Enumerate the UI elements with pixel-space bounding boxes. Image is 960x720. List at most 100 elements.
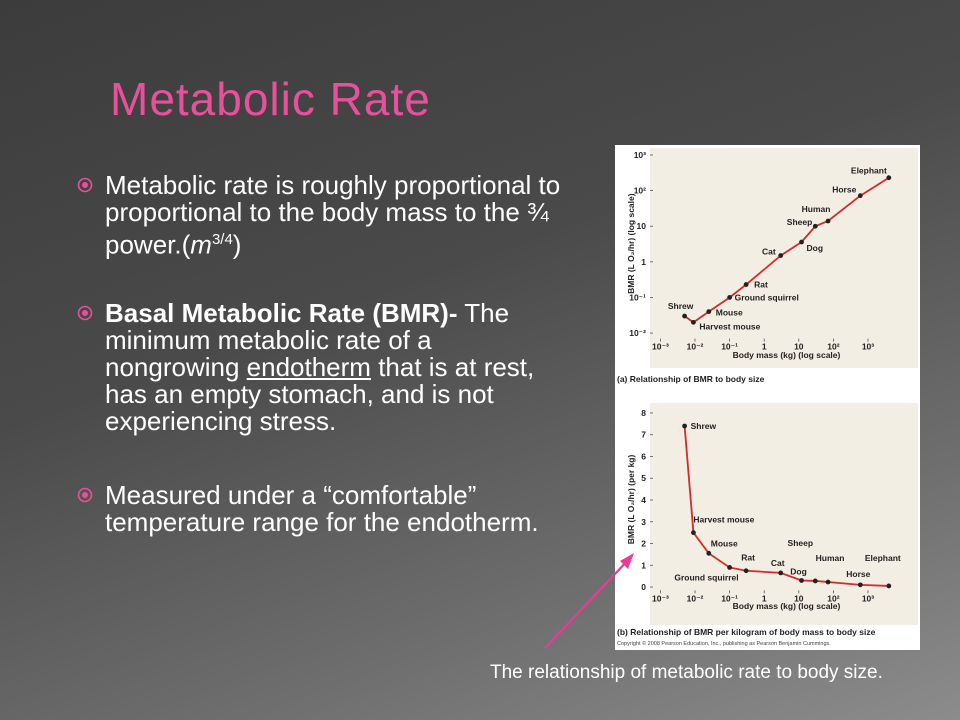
point-label: Rat bbox=[754, 280, 768, 290]
point-label: Shrew bbox=[691, 421, 717, 431]
point-label: Ground squirrel bbox=[674, 572, 738, 582]
x-tick-label: 10⁻³ bbox=[652, 342, 669, 352]
copyright: Copyright © 2008 Pearson Education, Inc.… bbox=[617, 640, 831, 647]
point-label: Sheep bbox=[788, 538, 814, 548]
y-tick-label: 10³ bbox=[634, 150, 646, 160]
bullet: Basal Metabolic Rate (BMR)- The minimum … bbox=[77, 298, 565, 436]
data-point bbox=[743, 568, 749, 574]
point-label: Human bbox=[802, 204, 831, 214]
point-label: Mouse bbox=[716, 308, 743, 318]
x-tick-label: 10 bbox=[794, 593, 804, 603]
data-point bbox=[812, 578, 818, 584]
x-tick-label: 10² bbox=[827, 593, 839, 603]
formula-base: m bbox=[190, 229, 212, 260]
data-point bbox=[682, 423, 687, 429]
point-label: Human bbox=[816, 553, 845, 563]
data-point bbox=[778, 253, 784, 258]
formula-exponent: 3/4 bbox=[211, 231, 233, 248]
panel-background bbox=[650, 148, 918, 368]
data-point bbox=[706, 309, 712, 315]
panel-background bbox=[650, 403, 918, 625]
y-tick-label: 3 bbox=[641, 517, 646, 527]
y-tick-label: 1 bbox=[641, 257, 646, 267]
point-label: Harvest mouse bbox=[699, 321, 760, 331]
x-tick-label: 10 bbox=[794, 342, 804, 352]
y-axis-label: BMR (L O₂/hr) (log scale) bbox=[626, 193, 636, 294]
data-point bbox=[691, 530, 696, 536]
data-point bbox=[778, 570, 784, 576]
x-tick-label: 1 bbox=[762, 342, 767, 352]
point-label: Elephant bbox=[865, 553, 901, 563]
data-point bbox=[706, 550, 712, 556]
data-point bbox=[727, 565, 733, 570]
y-axis-label: BMR (L O₂/hr) (per kg) bbox=[626, 455, 636, 545]
bullet-text: ) bbox=[232, 229, 242, 260]
data-point bbox=[682, 313, 687, 319]
y-tick-label: 10⁻¹ bbox=[629, 292, 646, 302]
slide-title: Metabolic Rate bbox=[110, 73, 431, 125]
x-axis-label: Body mass (kg) (log scale) bbox=[733, 601, 841, 611]
x-tick-label: 10² bbox=[827, 342, 839, 352]
x-tick-label: 10⁻¹ bbox=[721, 593, 738, 603]
data-point bbox=[886, 175, 892, 181]
data-point bbox=[825, 579, 831, 585]
y-tick-label: 4 bbox=[641, 495, 646, 505]
y-tick-label: 10⁻² bbox=[629, 328, 646, 338]
y-tick-label: 6 bbox=[641, 451, 646, 461]
y-tick-label: 7 bbox=[641, 430, 646, 440]
bullet-icon bbox=[77, 487, 93, 503]
bullet-icon bbox=[77, 177, 93, 193]
point-label: Shrew bbox=[668, 301, 694, 311]
data-point bbox=[825, 218, 831, 224]
point-label: Ground squirrel bbox=[735, 292, 799, 302]
point-label: Elephant bbox=[851, 166, 887, 176]
bullet-underlined: endotherm bbox=[246, 352, 371, 382]
point-label: Dog bbox=[807, 243, 824, 253]
bullet-text: that is at rest, has an empty stomach, a… bbox=[105, 352, 535, 436]
x-tick-label: 10⁻³ bbox=[652, 593, 669, 603]
point-label: Dog bbox=[790, 567, 807, 577]
data-point bbox=[886, 583, 892, 589]
point-label: Horse bbox=[832, 185, 856, 195]
data-point bbox=[857, 582, 863, 588]
point-label: Cat bbox=[762, 247, 776, 257]
bullet-text: The minimum metabolic rate of a nongrowi… bbox=[105, 298, 510, 382]
data-point bbox=[857, 193, 863, 199]
x-tick-label: 10³ bbox=[862, 593, 874, 603]
y-tick-label: 0 bbox=[641, 582, 646, 592]
data-point bbox=[727, 295, 733, 300]
bullet-icon bbox=[77, 305, 93, 321]
x-tick-label: 10³ bbox=[862, 342, 874, 352]
point-label: Harvest mouse bbox=[693, 515, 754, 525]
bullet-text: Measured under a “comfortable” temperatu… bbox=[105, 480, 539, 537]
figure-caption: The relationship of metabolic rate to bo… bbox=[490, 662, 883, 683]
y-tick-label: 2 bbox=[641, 539, 646, 549]
bullet-text: Metabolic rate is roughly proportional t… bbox=[105, 170, 561, 260]
y-tick-label: 1 bbox=[641, 560, 646, 570]
point-label: Cat bbox=[771, 558, 785, 568]
x-tick-label: 1 bbox=[762, 593, 767, 603]
panel-caption: (a) Relationship of BMR to body size bbox=[617, 374, 765, 384]
bullet-bold: Basal Metabolic Rate (BMR)- bbox=[105, 298, 458, 328]
data-point bbox=[691, 319, 696, 325]
data-point bbox=[799, 578, 804, 583]
panel-caption: (b) Relationship of BMR per kilogram of … bbox=[617, 627, 876, 637]
data-point bbox=[799, 239, 804, 245]
point-label: Mouse bbox=[711, 538, 738, 548]
point-label: Sheep bbox=[787, 217, 813, 227]
y-tick-label: 5 bbox=[641, 473, 646, 483]
arrowhead bbox=[620, 553, 634, 569]
y-tick-label: 8 bbox=[641, 408, 646, 418]
x-tick-label: 10⁻² bbox=[687, 342, 704, 352]
bullet: Metabolic rate is roughly proportional t… bbox=[77, 170, 565, 260]
point-label: Rat bbox=[741, 553, 755, 563]
x-tick-label: 10⁻² bbox=[687, 593, 704, 603]
data-point bbox=[812, 223, 818, 229]
arrow bbox=[544, 557, 631, 649]
y-tick-label: 10² bbox=[634, 186, 646, 196]
data-point bbox=[743, 282, 749, 287]
bullet: Measured under a “comfortable” temperatu… bbox=[77, 480, 565, 537]
x-axis-label: Body mass (kg) (log scale) bbox=[733, 350, 841, 360]
